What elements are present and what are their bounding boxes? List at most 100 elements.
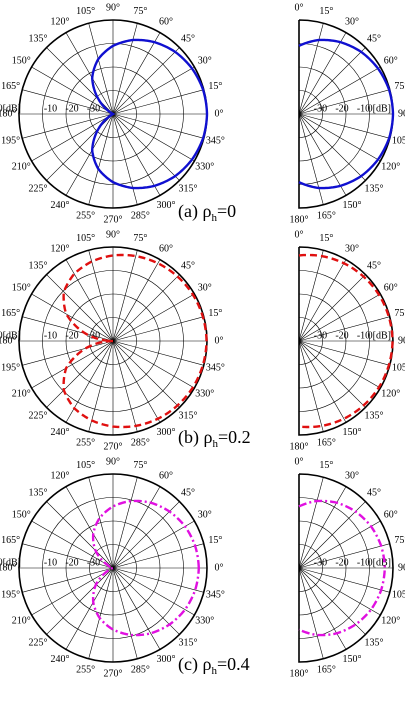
half-angle-label: 60° (384, 55, 398, 66)
spoke-225 (46, 567, 114, 635)
spoke-300 (112, 567, 161, 650)
angle-label: 240° (51, 654, 70, 665)
half-spoke-60 (298, 293, 381, 342)
angle-label: 150° (12, 282, 31, 293)
angle-label: 330° (195, 388, 214, 399)
half-angle-label: 120° (381, 388, 400, 399)
r-tick-label: -20 (65, 103, 78, 114)
angle-label: 165° (1, 81, 20, 92)
half-r-tick-label: -30 (314, 330, 327, 341)
angle-label: 210° (12, 388, 31, 399)
spoke-75 (112, 23, 138, 115)
half-spoke-15 (298, 477, 324, 569)
r-tick-label: -10 (44, 103, 57, 114)
r-tick-label: -20 (65, 330, 78, 341)
half-angle-label: 15° (319, 460, 333, 471)
angle-label: 345° (206, 363, 225, 374)
angle-label: 225° (29, 183, 48, 194)
angle-label: 315° (178, 183, 197, 194)
spoke-195 (22, 340, 114, 366)
half-spoke-135 (298, 340, 366, 408)
polar-full-panel-3: 0° 15° 30°45° 60° 75° 90° 105° 120°135° 150° 165°… (0, 456, 225, 679)
half-r-tick-label: -10 (357, 557, 370, 568)
half-spoke-60 (298, 520, 381, 569)
angle-label: 270° (104, 214, 123, 225)
half-angle-label: 75° (394, 308, 405, 319)
spoke-225 (46, 340, 114, 408)
spoke-285 (112, 567, 138, 659)
caption-main: (b) ρ (178, 427, 212, 448)
half-angle-label: 90° (398, 562, 405, 573)
half-angle-label: 165° (317, 665, 336, 676)
spoke-330 (112, 340, 195, 389)
spoke-60 (112, 259, 161, 342)
pattern-curve-half (298, 253, 394, 429)
spoke-315 (112, 113, 180, 181)
angle-label: 330° (195, 615, 214, 626)
half-spoke-120 (298, 340, 381, 389)
half-angle-label: 45° (367, 487, 381, 498)
half-angle-label: 90° (398, 108, 405, 119)
half-angle-label: 75° (394, 535, 405, 546)
spoke-60 (112, 32, 161, 115)
spoke-285 (112, 113, 138, 205)
angle-label: 30° (198, 55, 212, 66)
half-spoke-105 (298, 113, 390, 139)
half-spoke-45 (298, 47, 366, 115)
half-angle-label: 30° (345, 243, 359, 254)
spoke-345 (112, 567, 204, 593)
angle-label: 240° (51, 200, 70, 211)
half-angle-label: 90° (398, 335, 405, 346)
half-spoke-15 (298, 250, 324, 342)
angle-label: 210° (12, 615, 31, 626)
spoke-105 (88, 477, 114, 569)
half-angle-label: 135° (364, 410, 383, 421)
caption-value: =0 (217, 201, 236, 221)
half-spoke-150 (298, 340, 347, 423)
angle-label: 345° (206, 590, 225, 601)
angle-label: 180° (0, 562, 17, 573)
angle-label: 240° (51, 427, 70, 438)
caption-subscript: h (212, 438, 218, 450)
spoke-105 (88, 23, 114, 115)
angle-label: 150° (12, 509, 31, 520)
spoke-30 (112, 520, 195, 569)
half-r-unit-label: 0[dB] (368, 103, 391, 114)
angle-label: 180° (0, 108, 17, 119)
pattern-curve-full (62, 253, 208, 429)
angle-label: 285° (131, 211, 150, 222)
half-r-tick-label: -30 (314, 103, 327, 114)
r-tick-label: -30 (87, 330, 100, 341)
half-angle-label: 165° (317, 438, 336, 449)
spoke-30 (112, 66, 195, 115)
half-r-tick-label: -10 (357, 103, 370, 114)
half-angle-label: 165° (317, 211, 336, 222)
angle-label: 255° (76, 665, 95, 676)
angle-label: 15° (208, 308, 222, 319)
spoke-30 (112, 293, 195, 342)
half-spoke-135 (298, 567, 366, 635)
half-r-tick-label: -10 (357, 330, 370, 341)
pattern-curve-half (298, 38, 395, 190)
angle-label: 315° (178, 410, 197, 421)
caption-subscript: h (211, 665, 217, 677)
angle-label: 75° (133, 6, 147, 17)
spoke-345 (112, 340, 204, 366)
spoke-45 (112, 274, 180, 342)
half-angle-label: 120° (381, 615, 400, 626)
half-spoke-30 (298, 486, 347, 569)
half-spoke-165 (298, 113, 324, 205)
spoke-255 (88, 113, 114, 205)
angle-label: 120° (51, 470, 70, 481)
polar-half-panel-3: 0° 15° 30° 45°60° 75° 90° 105° 120° 135°150° 165°… (290, 456, 405, 679)
half-spoke-150 (298, 113, 347, 196)
half-angle-label: 120° (381, 161, 400, 172)
half-spoke-75 (298, 89, 390, 115)
angle-label: 0° (215, 335, 224, 346)
spoke-75 (112, 477, 138, 569)
spoke-240 (65, 567, 114, 650)
half-angle-label: 180° (290, 668, 309, 679)
polar-full-panel-2: 0° 15° 30°45° 60° 75° 90° 105° 120°135° 150° 165°… (0, 229, 225, 452)
spoke-120 (65, 259, 114, 342)
